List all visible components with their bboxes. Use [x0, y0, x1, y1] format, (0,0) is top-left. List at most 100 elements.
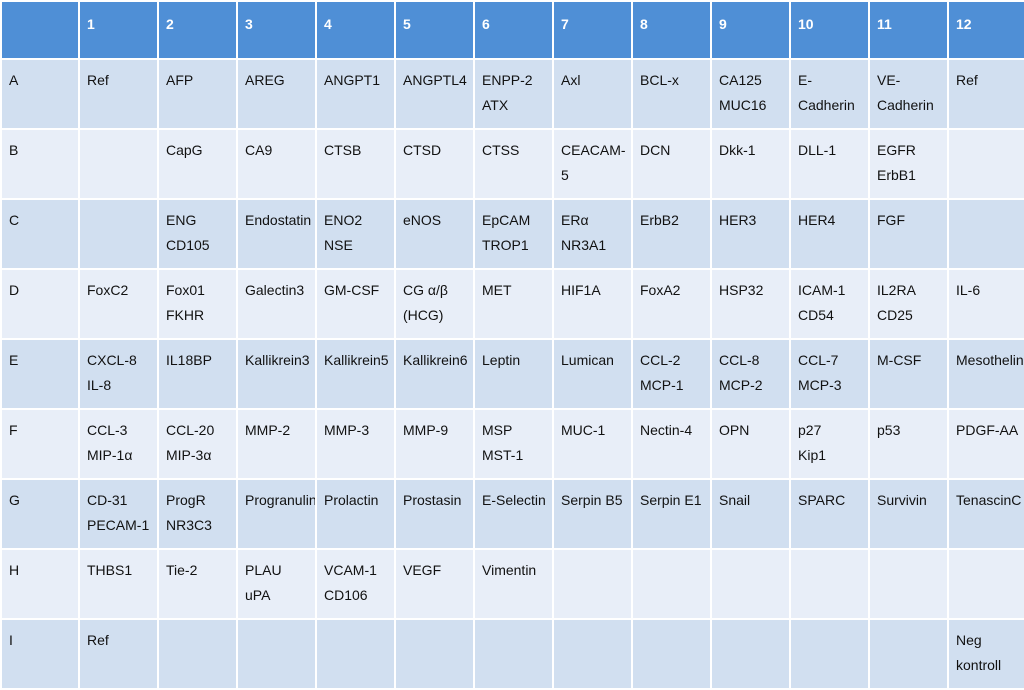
table-cell: HER4: [791, 200, 868, 268]
table-cell: ProgR NR3C3: [159, 480, 236, 548]
table-cell: [949, 550, 1024, 618]
table-cell: Survivin: [870, 480, 947, 548]
table-cell: CCL-3 MIP-1α: [80, 410, 157, 478]
table-cell: Progranulin: [238, 480, 315, 548]
table-cell: CCL-2 MCP-1: [633, 340, 710, 408]
row-label-cell: I: [2, 620, 78, 688]
table-cell: BCL-x: [633, 60, 710, 128]
table-cell: MET: [475, 270, 552, 338]
table-cell: CA9: [238, 130, 315, 198]
row-label-cell: G: [2, 480, 78, 548]
table-cell: CCL-8 MCP-2: [712, 340, 789, 408]
header-cell: 5: [396, 2, 473, 58]
table-cell: [475, 620, 552, 688]
table-cell: Snail: [712, 480, 789, 548]
table-cell: [949, 200, 1024, 268]
table-cell: THBS1: [80, 550, 157, 618]
table-cell: CXCL-8 IL-8: [80, 340, 157, 408]
table-cell: OPN: [712, 410, 789, 478]
table-row: F CCL-3 MIP-1α CCL-20 MIP-3α MMP-2 MMP-3 MMP-…: [2, 410, 1024, 478]
table-cell: p53: [870, 410, 947, 478]
table-cell: ANGPTL4: [396, 60, 473, 128]
table-cell: Ref: [80, 60, 157, 128]
table-cell: ENG CD105: [159, 200, 236, 268]
table-cell: FoxA2: [633, 270, 710, 338]
table-cell: [238, 620, 315, 688]
table-cell: Galectin3: [238, 270, 315, 338]
row-label-cell: D: [2, 270, 78, 338]
table-cell: [791, 550, 868, 618]
table-cell: AFP: [159, 60, 236, 128]
table-cell: Lumican: [554, 340, 631, 408]
table-cell: Neg kontroll: [949, 620, 1024, 688]
table-cell: MMP-9: [396, 410, 473, 478]
table-row: E CXCL-8 IL-8 IL18BP Kallikrein3 Kallikrein5…: [2, 340, 1024, 408]
row-label-cell: E: [2, 340, 78, 408]
table-cell: VE- Cadherin: [870, 60, 947, 128]
table-cell: Kallikrein5: [317, 340, 394, 408]
row-label-cell: F: [2, 410, 78, 478]
table-cell: [870, 620, 947, 688]
table-cell: DLL-1: [791, 130, 868, 198]
table-cell: M-CSF: [870, 340, 947, 408]
table-cell: ErbB2: [633, 200, 710, 268]
header-cell: 11: [870, 2, 947, 58]
table-cell: ENPP-2 ATX: [475, 60, 552, 128]
header-row: 1 2 3 4 5 6 7 8 9 10 11 12: [2, 2, 1024, 58]
table-cell: [80, 200, 157, 268]
table-row: G CD-31 PECAM-1 ProgR NR3C3 Progranulin Prol…: [2, 480, 1024, 548]
table-cell: EpCAM TROP1: [475, 200, 552, 268]
table-cell: [159, 620, 236, 688]
table-cell: CA125 MUC16: [712, 60, 789, 128]
table-cell: MUC-1: [554, 410, 631, 478]
header-cell: 3: [238, 2, 315, 58]
table-cell: FGF: [870, 200, 947, 268]
table-cell: VEGF: [396, 550, 473, 618]
table-cell: [317, 620, 394, 688]
table-cell: CG α/β (HCG): [396, 270, 473, 338]
table-cell: CCL-7 MCP-3: [791, 340, 868, 408]
table-cell: E-Selectin: [475, 480, 552, 548]
table-cell: TenascinC: [949, 480, 1024, 548]
header-cell: 1: [80, 2, 157, 58]
table-cell: IL-6: [949, 270, 1024, 338]
table-cell: eNOS: [396, 200, 473, 268]
table-cell: ERα NR3A1: [554, 200, 631, 268]
table-cell: Serpin B5: [554, 480, 631, 548]
table-cell: Serpin E1: [633, 480, 710, 548]
table-cell: Leptin: [475, 340, 552, 408]
table-cell: Dkk-1: [712, 130, 789, 198]
table-cell: HSP32: [712, 270, 789, 338]
header-cell: 2: [159, 2, 236, 58]
table-cell: HIF1A: [554, 270, 631, 338]
table-cell: Kallikrein6: [396, 340, 473, 408]
row-label-cell: C: [2, 200, 78, 268]
table-cell: MMP-2: [238, 410, 315, 478]
table-cell: VCAM-1 CD106: [317, 550, 394, 618]
header-cell: 6: [475, 2, 552, 58]
row-label-cell: B: [2, 130, 78, 198]
table-cell: Fox01 FKHR: [159, 270, 236, 338]
array-map-body: A Ref AFP AREG ANGPT1 ANGPTL4 ENPP-2 ATX Axl BCL…: [2, 60, 1024, 688]
table-cell: [712, 550, 789, 618]
table-cell: SPARC: [791, 480, 868, 548]
table-cell: EGFR ErbB1: [870, 130, 947, 198]
table-cell: Ref: [949, 60, 1024, 128]
table-cell: PLAU uPA: [238, 550, 315, 618]
table-cell: [791, 620, 868, 688]
table-cell: Axl: [554, 60, 631, 128]
table-cell: GM-CSF: [317, 270, 394, 338]
table-cell: IL2RA CD25: [870, 270, 947, 338]
table-cell: p27 Kip1: [791, 410, 868, 478]
table-cell: FoxC2: [80, 270, 157, 338]
table-cell: ENO2 NSE: [317, 200, 394, 268]
table-cell: Tie-2: [159, 550, 236, 618]
table-cell: CEACAM-5: [554, 130, 631, 198]
table-cell: MSP MST-1: [475, 410, 552, 478]
header-cell: 8: [633, 2, 710, 58]
table-cell: MMP-3: [317, 410, 394, 478]
table-cell: DCN: [633, 130, 710, 198]
table-cell: [396, 620, 473, 688]
table-row: I Ref Neg kontroll: [2, 620, 1024, 688]
